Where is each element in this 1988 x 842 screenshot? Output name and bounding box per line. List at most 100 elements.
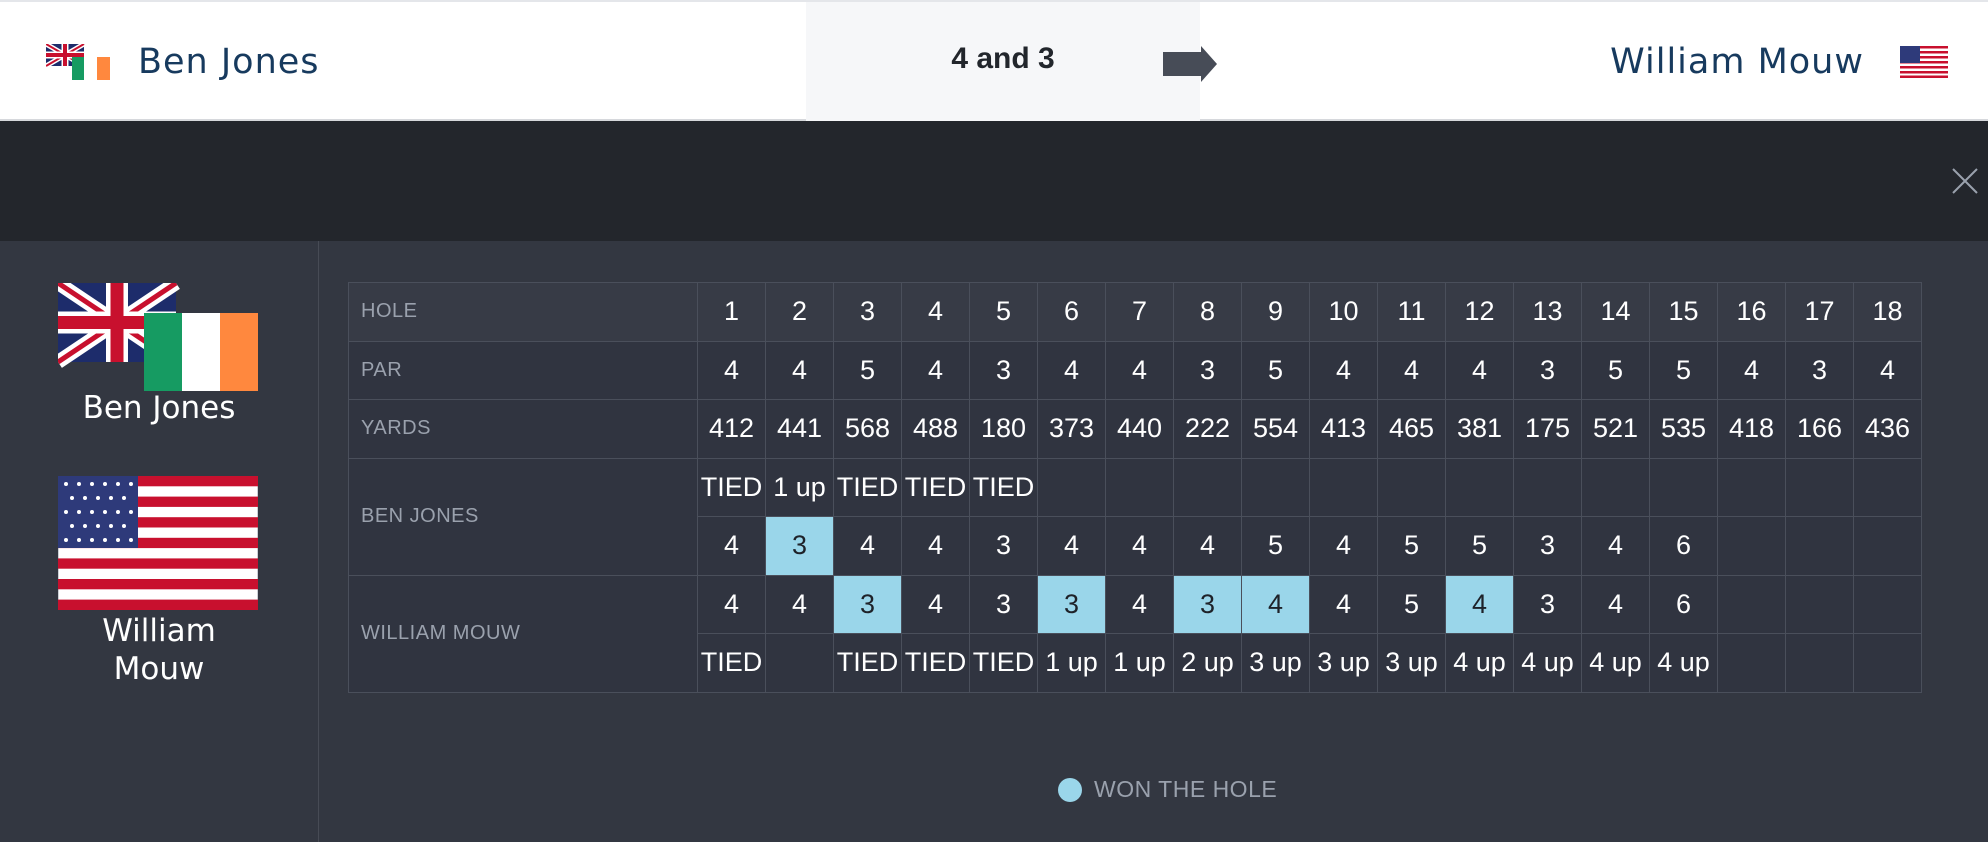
yards-cell: 436 (1853, 399, 1922, 459)
uk-ireland-flag-icon (46, 44, 110, 80)
player2-status-cell: 3 up (1309, 633, 1378, 693)
overlay-header (0, 121, 1988, 241)
row-label-player2: WILLIAM MOUW (348, 574, 698, 693)
par-cell: 4 (1445, 340, 1514, 400)
player1-status-cell (1377, 457, 1446, 517)
player2-status-cell: 4 up (1649, 633, 1718, 693)
hole-number-cell: 4 (901, 282, 970, 342)
hole-number-cell: 11 (1377, 282, 1446, 342)
player1-status-cell (1173, 457, 1242, 517)
player2-status-cell: TIED (901, 633, 970, 693)
player1-status-cell (1105, 457, 1174, 517)
row-label-yards: YARDS (348, 399, 698, 459)
player1-score-cell: 3 (765, 516, 834, 576)
player1-score-cell: 3 (969, 516, 1038, 576)
player1-score-cell: 5 (1377, 516, 1446, 576)
par-cell: 3 (1513, 340, 1582, 400)
player1-score-cell: 4 (1105, 516, 1174, 576)
player1-name: Ben Jones (138, 42, 320, 82)
sidebar-player2-name-line1: William (102, 613, 216, 649)
player1-status-cell (1309, 457, 1378, 517)
player2-status-cell: TIED (697, 633, 766, 693)
match-result-box: 4 and 3 (806, 2, 1200, 121)
us-flag-icon (1900, 46, 1948, 78)
player2-status-cell (1853, 633, 1922, 693)
player1-header[interactable]: Ben Jones (46, 42, 320, 82)
hole-number-cell: 5 (969, 282, 1038, 342)
player1-status-cell (1853, 457, 1922, 517)
player1-status-cell (1445, 457, 1514, 517)
yards-cell: 222 (1173, 399, 1242, 459)
yards-cell: 440 (1105, 399, 1174, 459)
player1-status-cell (1037, 457, 1106, 517)
hole-number-cell: 1 (697, 282, 766, 342)
sidebar-player2-name-line2: Mouw (113, 651, 205, 687)
par-cell: 4 (901, 340, 970, 400)
legend-label: WON THE HOLE (1094, 776, 1278, 802)
player2-score-cell (1853, 574, 1922, 634)
scorecard-table: HOLE 1 2 3 4 5 6 7 8 9 10 11 12 13 14 15 16 17 18 PAR 4 4 5 4 3 4… (348, 282, 1922, 693)
player2-score-cell: 3 (1513, 574, 1582, 634)
row-label-par: PAR (348, 340, 698, 400)
table-row: PAR 4 4 5 4 3 4 4 3 5 4 4 4 3 5 5 4 3 4 (348, 340, 1922, 400)
player1-score-cell: 5 (1445, 516, 1514, 576)
player1-score-cell (1785, 516, 1854, 576)
player2-header[interactable]: William Mouw (1610, 42, 1948, 82)
close-icon[interactable] (1951, 167, 1979, 195)
player1-status-cell: TIED (697, 457, 766, 517)
yards-cell: 568 (833, 399, 902, 459)
yards-cell: 381 (1445, 399, 1514, 459)
hole-number-cell: 14 (1581, 282, 1650, 342)
player2-score-cell: 3 (833, 574, 902, 634)
par-cell: 4 (765, 340, 834, 400)
player2-status-cell: 2 up (1173, 633, 1242, 693)
hole-number-cell: 8 (1173, 282, 1242, 342)
match-header: Ben Jones 4 and 3 William Mouw (0, 0, 1988, 121)
yards-cell: 166 (1785, 399, 1854, 459)
sidebar-player1-name: Ben Jones (82, 390, 236, 426)
par-cell: 4 (697, 340, 766, 400)
hole-number-cell: 16 (1717, 282, 1786, 342)
player2-status-cell: 1 up (1105, 633, 1174, 693)
player1-score-cell (1717, 516, 1786, 576)
player2-score-cell: 3 (969, 574, 1038, 634)
player1-score-cell: 3 (1513, 516, 1582, 576)
hole-number-cell: 18 (1853, 282, 1922, 342)
player2-score-cell: 4 (901, 574, 970, 634)
player1-status-cell (1513, 457, 1582, 517)
yards-cell: 465 (1377, 399, 1446, 459)
yards-cell: 488 (901, 399, 970, 459)
us-flag-icon (58, 476, 258, 610)
player2-status-cell: TIED (969, 633, 1038, 693)
par-cell: 4 (1377, 340, 1446, 400)
yards-cell: 412 (697, 399, 766, 459)
par-cell: 3 (969, 340, 1038, 400)
par-cell: 5 (1581, 340, 1650, 400)
player2-status-cell: 3 up (1377, 633, 1446, 693)
player2-score-cell: 4 (1309, 574, 1378, 634)
player2-score-cell: 6 (1649, 574, 1718, 634)
yards-cell: 175 (1513, 399, 1582, 459)
hole-number-cell: 13 (1513, 282, 1582, 342)
hole-number-cell: 3 (833, 282, 902, 342)
yards-cell: 418 (1717, 399, 1786, 459)
player2-score-cell: 5 (1377, 574, 1446, 634)
hole-number-cell: 15 (1649, 282, 1718, 342)
player2-score-cell: 4 (1445, 574, 1514, 634)
player2-status-cell: 4 up (1445, 633, 1514, 693)
legend: WON THE HOLE (1058, 776, 1277, 803)
hole-number-cell: 17 (1785, 282, 1854, 342)
par-cell: 5 (1241, 340, 1310, 400)
table-row: TIED TIED TIED TIED 1 up 1 up 2 up 3 up 3 up 3 up… (349, 633, 1922, 693)
hole-number-cell: 2 (765, 282, 834, 342)
player1-status-cell (1241, 457, 1310, 517)
player1-score-cell: 4 (1309, 516, 1378, 576)
player2-status-cell (765, 633, 834, 693)
player2-status-cell: 3 up (1241, 633, 1310, 693)
yards-cell: 521 (1581, 399, 1650, 459)
player1-score-cell: 4 (833, 516, 902, 576)
player2-name: William Mouw (1610, 42, 1864, 82)
table-row: WILLIAM MOUW 4 4 3 4 3 3 4 3 4 4 5 4 3 4 6 (348, 574, 1922, 693)
sidebar-player2-name: William Mouw (0, 612, 318, 688)
